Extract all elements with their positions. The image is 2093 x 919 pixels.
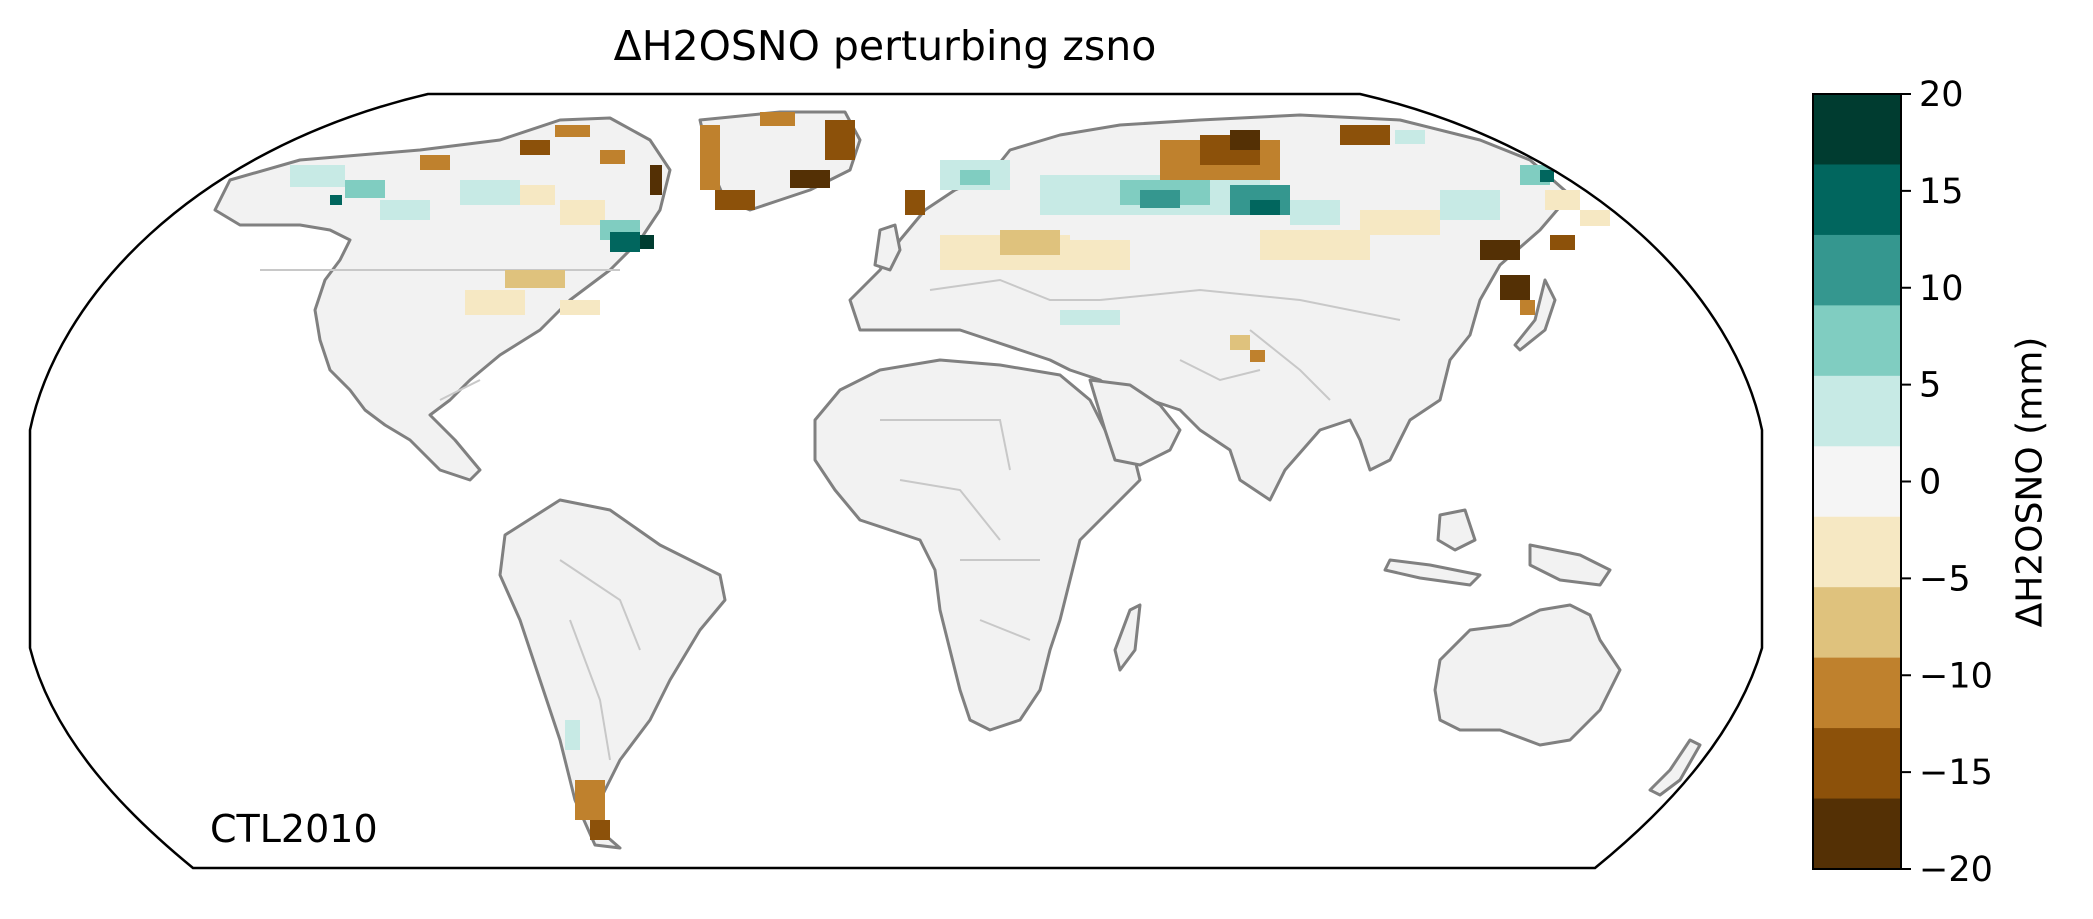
map-title: ΔH2OSNO perturbing zsno xyxy=(613,22,1157,70)
arabia xyxy=(1088,378,1182,467)
southeast-asia-islands xyxy=(1383,558,1482,587)
colorbar-bin xyxy=(1813,305,1901,377)
colorbar-label: ΔH2OSNO (mm) xyxy=(2009,336,2051,628)
colorbar-bin xyxy=(1813,446,1901,518)
colorbar-bin xyxy=(1813,375,1901,447)
panel-label: CTL2010 xyxy=(210,807,378,851)
madagascar xyxy=(1113,603,1142,672)
colorbar-bin xyxy=(1813,587,1901,659)
africa xyxy=(813,358,1142,732)
colorbar-tick-label: −15 xyxy=(1919,753,1993,793)
colorbar-tick-label: 20 xyxy=(1919,75,1964,115)
colorbar-tick-label: 0 xyxy=(1919,463,1941,503)
colorbar-ticks: 20 15 10 5 0 −5 −10 −15 −20 xyxy=(1901,75,1993,890)
new-zealand xyxy=(1648,738,1702,797)
colorbar-tick-label: −10 xyxy=(1919,656,1993,696)
colorbar-bin xyxy=(1813,516,1901,588)
australia xyxy=(1433,603,1622,747)
colorbar-tick-label: 15 xyxy=(1919,172,1964,212)
great-britain xyxy=(873,223,902,272)
colorbar-bin xyxy=(1813,798,1901,870)
south-america xyxy=(498,498,727,850)
colorbar-bin xyxy=(1813,94,1901,165)
colorbar-tick-label: 5 xyxy=(1919,366,1941,406)
colorbar-tick-label: 10 xyxy=(1919,269,1964,309)
colorbar-tick-label: −5 xyxy=(1919,559,1971,599)
colorbar-bin xyxy=(1813,164,1901,236)
colorbar-bin xyxy=(1813,657,1901,729)
colorbar-bins xyxy=(1813,94,1901,870)
colorbar-bin xyxy=(1813,728,1901,800)
snow-anomaly-cells xyxy=(290,112,1610,840)
colorbar-bin xyxy=(1813,234,1901,306)
north-america xyxy=(213,116,672,482)
map-boundary xyxy=(28,92,1764,870)
japan xyxy=(1513,278,1557,352)
colorbar-tick-label: −20 xyxy=(1919,850,1993,890)
